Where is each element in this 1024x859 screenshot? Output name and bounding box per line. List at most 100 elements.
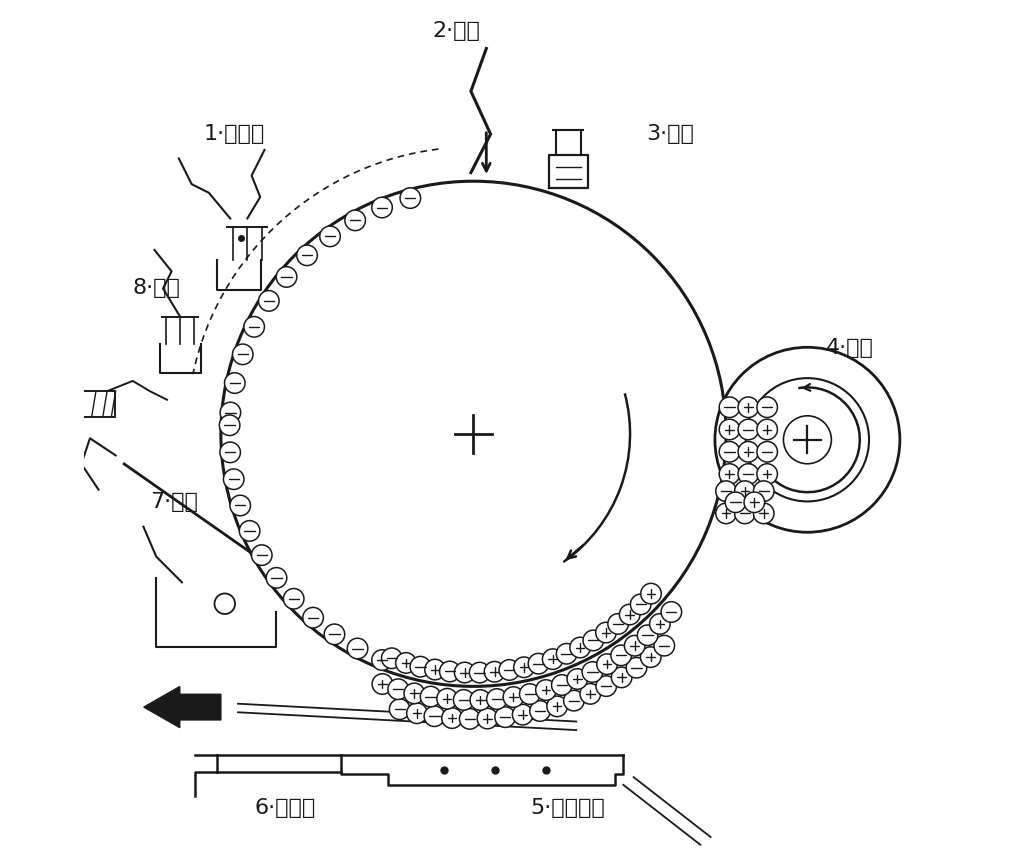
Text: 3·删边: 3·删边 <box>646 124 694 144</box>
Circle shape <box>654 636 675 656</box>
Text: 5·图象转印: 5·图象转印 <box>530 798 605 818</box>
Circle shape <box>716 481 736 502</box>
Circle shape <box>372 198 392 218</box>
Circle shape <box>244 316 264 337</box>
Circle shape <box>258 290 280 311</box>
Circle shape <box>596 622 616 643</box>
Circle shape <box>223 469 244 490</box>
Circle shape <box>547 696 567 716</box>
Text: 7·清洁: 7·清洁 <box>150 492 198 512</box>
Circle shape <box>757 397 777 417</box>
Circle shape <box>640 647 662 667</box>
Circle shape <box>319 226 340 247</box>
Circle shape <box>583 631 603 651</box>
Circle shape <box>232 344 253 364</box>
Circle shape <box>499 660 519 680</box>
Circle shape <box>754 503 774 524</box>
Circle shape <box>637 625 657 645</box>
Circle shape <box>382 648 402 668</box>
Circle shape <box>220 402 241 423</box>
Circle shape <box>372 649 392 670</box>
Text: 1·鼓充电: 1·鼓充电 <box>203 124 264 144</box>
Circle shape <box>420 686 441 707</box>
Circle shape <box>620 604 640 624</box>
Circle shape <box>528 654 549 674</box>
Text: 8·消电: 8·消电 <box>133 278 180 298</box>
Circle shape <box>734 481 755 502</box>
Circle shape <box>276 266 297 287</box>
Circle shape <box>757 464 777 484</box>
Circle shape <box>744 492 765 513</box>
Circle shape <box>519 684 540 704</box>
Circle shape <box>495 707 515 728</box>
Circle shape <box>625 636 645 656</box>
Circle shape <box>252 545 272 565</box>
Circle shape <box>567 668 588 689</box>
Circle shape <box>570 637 591 658</box>
Circle shape <box>716 503 736 524</box>
Circle shape <box>536 679 556 700</box>
Circle shape <box>424 706 444 727</box>
Circle shape <box>738 397 759 417</box>
Circle shape <box>425 659 445 679</box>
Circle shape <box>224 373 245 393</box>
Circle shape <box>580 684 600 704</box>
FancyArrow shape <box>143 686 221 728</box>
Circle shape <box>514 657 535 678</box>
Circle shape <box>266 568 287 588</box>
Circle shape <box>454 690 474 710</box>
Circle shape <box>582 661 603 682</box>
Circle shape <box>597 654 617 674</box>
Circle shape <box>738 464 759 484</box>
Circle shape <box>220 442 241 463</box>
Circle shape <box>455 662 475 683</box>
Circle shape <box>719 442 739 462</box>
Circle shape <box>552 674 572 695</box>
Circle shape <box>738 419 759 440</box>
Circle shape <box>214 594 236 614</box>
Circle shape <box>486 689 507 710</box>
Circle shape <box>297 245 317 265</box>
Text: 2·曝光: 2·曝光 <box>432 21 480 41</box>
Circle shape <box>611 645 632 666</box>
Circle shape <box>477 709 498 728</box>
Circle shape <box>484 661 505 682</box>
Circle shape <box>395 653 416 673</box>
Circle shape <box>439 661 460 682</box>
Circle shape <box>563 691 584 711</box>
Circle shape <box>529 701 550 722</box>
Circle shape <box>757 419 777 440</box>
Circle shape <box>303 607 324 628</box>
Circle shape <box>219 415 240 436</box>
Circle shape <box>738 442 759 462</box>
Circle shape <box>325 624 345 644</box>
Circle shape <box>725 492 745 513</box>
Circle shape <box>641 583 662 604</box>
Circle shape <box>719 397 739 417</box>
Circle shape <box>469 662 489 683</box>
Circle shape <box>388 679 409 699</box>
Circle shape <box>437 688 458 709</box>
Circle shape <box>372 673 392 694</box>
Circle shape <box>631 594 651 615</box>
Circle shape <box>410 656 431 677</box>
Circle shape <box>400 188 421 209</box>
Circle shape <box>240 521 260 541</box>
Circle shape <box>754 481 774 502</box>
Circle shape <box>611 667 632 688</box>
Circle shape <box>556 643 577 664</box>
Circle shape <box>512 704 532 725</box>
Circle shape <box>719 419 739 440</box>
Circle shape <box>389 699 410 720</box>
Circle shape <box>470 690 490 710</box>
Circle shape <box>662 601 682 622</box>
Circle shape <box>503 687 523 707</box>
Text: 6·纸分离: 6·纸分离 <box>255 798 315 818</box>
Circle shape <box>596 676 616 697</box>
Circle shape <box>608 613 629 634</box>
Circle shape <box>734 503 755 524</box>
Circle shape <box>649 613 670 634</box>
Circle shape <box>757 442 777 462</box>
Circle shape <box>347 638 368 659</box>
Circle shape <box>230 496 251 515</box>
